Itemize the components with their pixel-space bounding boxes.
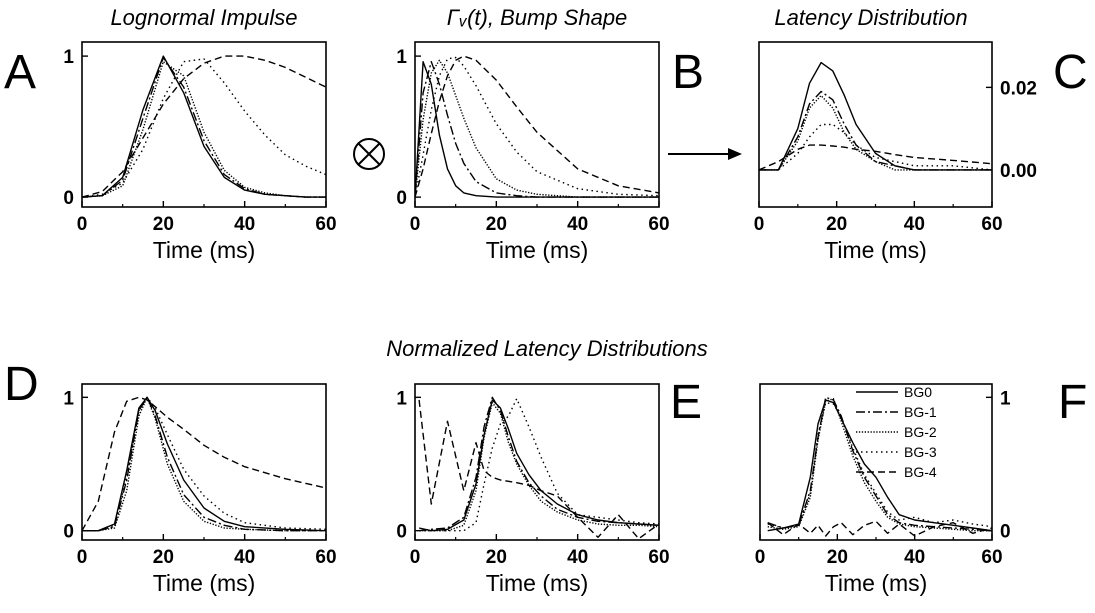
panel-f-x-axis-label: Time (ms) [825, 570, 928, 596]
panel-b-series-line [415, 61, 659, 198]
panel-e-series-line [418, 399, 659, 532]
panel-letter-c: C [1053, 46, 1088, 99]
panel-f-x-tick-label: 60 [981, 547, 1002, 568]
panel-f-chart: 0 20 40 60 0 1 Time (ms) [755, 383, 1011, 596]
panel-d-series-line [82, 396, 326, 532]
panel-a-y-tick-label: 1 [63, 47, 74, 68]
panel-a-series-line [82, 55, 326, 198]
panel-e-series-line [419, 402, 659, 532]
panel-e-chart: 0 20 40 60 0 1 Time (ms) [396, 383, 670, 596]
panel-c-series-line [759, 90, 992, 171]
panel-f-y-tick-label: 1 [1000, 388, 1011, 409]
panel-b-y-tick-label: 1 [396, 47, 407, 68]
panel-c-x-axis-label: Time (ms) [824, 237, 927, 263]
panel-a-chart: 0 20 40 60 0 1 Time (ms) [63, 41, 337, 263]
panel-f-y-tick-label: 0 [1000, 522, 1011, 543]
panel-c-series-line [759, 144, 992, 171]
panel-e-x-tick-label: 60 [648, 547, 669, 568]
panel-c-y-tick-label: 0.00 [1000, 161, 1037, 182]
panel-c-series-line [759, 94, 992, 171]
panel-e-frame [414, 383, 660, 541]
panel-c-series-line [759, 61, 992, 171]
panel-f-x-tick-label: 0 [755, 547, 766, 568]
panel-d-series-line [82, 396, 326, 532]
panel-b-series-line [415, 59, 659, 198]
panel-letter-f: F [1058, 376, 1087, 429]
panel-b-y-tick-label: 0 [396, 188, 407, 209]
panel-f-series-line [767, 398, 992, 532]
convolution-icon [353, 138, 385, 170]
panel-letter-a: A [4, 46, 36, 99]
panel-a-x-tick-label: 40 [234, 214, 255, 235]
panel-c-title: Latency Distribution [774, 5, 967, 30]
panel-b-title: Γᵥ(t), Bump Shape [447, 5, 628, 30]
panel-c-x-tick-label: 0 [754, 214, 765, 235]
panel-d-x-tick-label: 20 [153, 547, 174, 568]
panel-e-y-tick-label: 0 [396, 522, 407, 543]
panel-a-x-tick-label: 20 [153, 214, 174, 235]
panel-f-x-tick-label: 40 [904, 547, 925, 568]
panel-b-x-tick-label: 0 [410, 214, 421, 235]
panel-d-x-tick-label: 60 [315, 547, 336, 568]
panel-c-chart: 0 20 40 60 0.00 0.02 Time (ms) [754, 41, 1037, 263]
panel-d-series-line [82, 396, 326, 532]
panel-f-series-line [767, 402, 992, 529]
panel-c-x-tick-label: 40 [904, 214, 925, 235]
panel-a-title: Lognormal Impulse [110, 5, 297, 30]
legend-label: BG-1 [904, 404, 937, 420]
panel-d-x-axis-label: Time (ms) [153, 570, 256, 596]
panel-e-x-axis-label: Time (ms) [486, 570, 589, 596]
legend-label: BG-2 [904, 424, 937, 440]
panel-a-x-tick-label: 60 [315, 214, 336, 235]
panel-b-x-tick-label: 20 [486, 214, 507, 235]
legend: BG0 BG-1 BG-2 BG-3 BG-4 [856, 384, 937, 480]
panel-a-frame [81, 41, 327, 208]
panel-letter-b: B [672, 46, 704, 99]
panel-letter-e: E [670, 376, 702, 429]
section-title: Normalized Latency Distributions [386, 336, 708, 361]
panel-letter-d: D [4, 358, 39, 411]
legend-label: BG0 [904, 384, 932, 400]
panel-f-series-line [767, 520, 992, 537]
panel-d-x-tick-label: 0 [77, 547, 88, 568]
panel-f-series-line [767, 399, 992, 532]
panel-c-frame [758, 41, 993, 208]
panel-e-series-line [418, 399, 659, 540]
panel-e-y-tick-label: 1 [396, 388, 407, 409]
panel-f-series-line [767, 396, 992, 532]
panel-d-y-tick-label: 1 [63, 388, 74, 409]
panel-d-chart: 0 20 40 60 0 1 Time (ms) [63, 383, 337, 596]
panel-d-x-tick-label: 40 [234, 547, 255, 568]
panel-e-series-line [419, 396, 659, 532]
panel-c-x-tick-label: 60 [981, 214, 1002, 235]
panel-e-x-tick-label: 0 [410, 547, 421, 568]
panel-d-series-line [82, 396, 326, 532]
panel-d-series-line [82, 396, 326, 532]
panel-e-x-tick-label: 40 [567, 547, 588, 568]
panel-c-x-tick-label: 20 [826, 214, 847, 235]
panel-a-series-line [82, 58, 326, 198]
panel-f-frame [759, 383, 993, 541]
panel-a-series-line [82, 56, 326, 198]
legend-label: BG-4 [904, 464, 937, 480]
panel-c-y-tick-label: 0.02 [1000, 78, 1037, 99]
panel-b-series-line [415, 55, 659, 198]
legend-label: BG-3 [904, 444, 937, 460]
panel-e-series-line [419, 398, 659, 532]
panel-a-y-tick-label: 0 [63, 188, 74, 209]
panel-b-x-tick-label: 40 [567, 214, 588, 235]
right-arrow-icon [668, 148, 742, 160]
panel-b-chart: 0 20 40 60 0 1 Time (ms) [396, 41, 670, 263]
panel-a-series-line [82, 61, 326, 198]
panel-f-x-tick-label: 20 [827, 547, 848, 568]
panel-b-x-axis-label: Time (ms) [486, 237, 589, 263]
panel-e-x-tick-label: 20 [486, 547, 507, 568]
panel-b-x-tick-label: 60 [648, 214, 669, 235]
panel-a-x-tick-label: 0 [77, 214, 88, 235]
panel-d-y-tick-label: 0 [63, 522, 74, 543]
panel-a-series-line [82, 55, 326, 198]
panel-a-x-axis-label: Time (ms) [153, 237, 256, 263]
